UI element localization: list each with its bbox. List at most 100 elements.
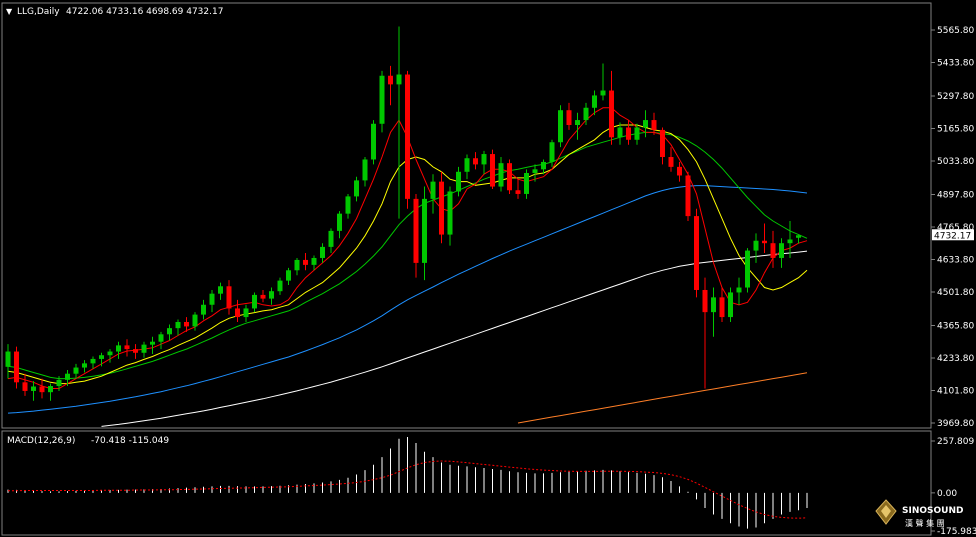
- candle-body: [133, 349, 138, 353]
- candle: [711, 287, 716, 337]
- candle-body: [90, 358, 96, 364]
- candle: [566, 102, 572, 130]
- candle: [660, 127, 665, 165]
- candle-body: [311, 257, 317, 265]
- candle-body: [124, 345, 130, 350]
- price-tick-label: 5165.80: [937, 124, 974, 134]
- candle: [107, 349, 113, 363]
- candle: [252, 292, 257, 313]
- candle-body: [532, 169, 538, 174]
- candle: [626, 120, 631, 145]
- price-tick-label: 3969.80: [937, 419, 974, 429]
- candle: [99, 352, 104, 367]
- candle: [209, 289, 215, 313]
- candle-body: [39, 386, 45, 393]
- candle: [158, 331, 164, 350]
- candle-body: [643, 120, 648, 128]
- candle: [422, 186, 427, 281]
- candle-body: [277, 280, 283, 292]
- candle-body: [14, 351, 19, 383]
- candle: [184, 317, 189, 332]
- price-tick-label: 4501.80: [937, 288, 974, 298]
- ma60-line: [7, 185, 808, 414]
- candle: [592, 90, 597, 116]
- candle-body: [694, 216, 699, 290]
- candle: [396, 26, 402, 219]
- candle: [175, 319, 181, 336]
- candle-body: [235, 308, 240, 318]
- candle-body: [762, 240, 767, 244]
- candle: [668, 147, 674, 172]
- macd-tick-label: 257.809: [937, 437, 974, 447]
- candle-body: [609, 90, 614, 138]
- candle-body: [22, 382, 28, 391]
- candle-body: [541, 161, 546, 170]
- price-panel-border: [1, 2, 932, 429]
- macd-label: MACD(12,26,9): [7, 436, 75, 446]
- candle-body: [65, 373, 70, 380]
- candle: [549, 139, 555, 167]
- candle: [515, 179, 521, 199]
- candle-body: [184, 321, 189, 327]
- candle-body: [736, 287, 742, 293]
- candle-body: [592, 95, 597, 108]
- candle-body: [192, 314, 198, 327]
- candle-body: [226, 286, 232, 309]
- candle: [702, 277, 708, 389]
- candle-body: [770, 243, 776, 258]
- candle-body: [515, 190, 521, 194]
- candle: [141, 341, 147, 358]
- candle: [490, 149, 495, 190]
- candle-body: [617, 127, 623, 138]
- candle: [719, 287, 725, 322]
- candle-body: [371, 123, 376, 160]
- candle-body: [345, 196, 351, 214]
- candle-body: [175, 321, 181, 329]
- candle: [124, 339, 130, 357]
- candle-body: [660, 129, 665, 158]
- candle-body: [320, 246, 325, 258]
- candle-body: [507, 163, 512, 191]
- last-price-marker: 4732.17: [932, 229, 974, 241]
- symbol-menu-icon[interactable]: ▼: [6, 7, 13, 16]
- candle-body: [422, 198, 427, 263]
- ma250-line: [517, 372, 808, 424]
- last-price-label: 4732.17: [934, 231, 971, 241]
- candle: [532, 164, 538, 182]
- candle-body: [753, 240, 759, 251]
- candle-body: [626, 127, 631, 140]
- candle-body: [158, 334, 164, 342]
- candle-body: [328, 230, 334, 247]
- candle: [405, 70, 410, 209]
- candle: [609, 70, 614, 145]
- candle: [728, 287, 733, 322]
- candle-body: [31, 386, 36, 391]
- candle: [634, 123, 640, 145]
- candle-body: [583, 107, 589, 121]
- candle-body: [379, 75, 385, 124]
- candle: [685, 171, 691, 222]
- candle: [345, 193, 351, 219]
- candle-body: [490, 154, 495, 187]
- candle: [677, 161, 682, 182]
- logo-sub-text: 漢 聲 集 團: [905, 518, 945, 528]
- candle: [524, 169, 529, 199]
- candle: [218, 282, 223, 300]
- candle-body: [439, 181, 444, 235]
- candle: [286, 267, 291, 286]
- candle: [413, 193, 419, 278]
- price-tick-label: 4101.80: [937, 386, 974, 396]
- candle-body: [685, 175, 691, 217]
- ohlc-label: 4722.06 4733.16 4698.69 4732.17: [66, 7, 223, 17]
- candle-body: [141, 344, 147, 353]
- candle-body: [209, 293, 215, 305]
- candle-body: [719, 297, 725, 318]
- candle: [243, 304, 249, 322]
- candle: [736, 277, 742, 305]
- candle: [745, 248, 750, 293]
- candle: [583, 102, 589, 125]
- candle: [337, 211, 342, 239]
- candle: [294, 257, 300, 276]
- candle: [5, 344, 11, 379]
